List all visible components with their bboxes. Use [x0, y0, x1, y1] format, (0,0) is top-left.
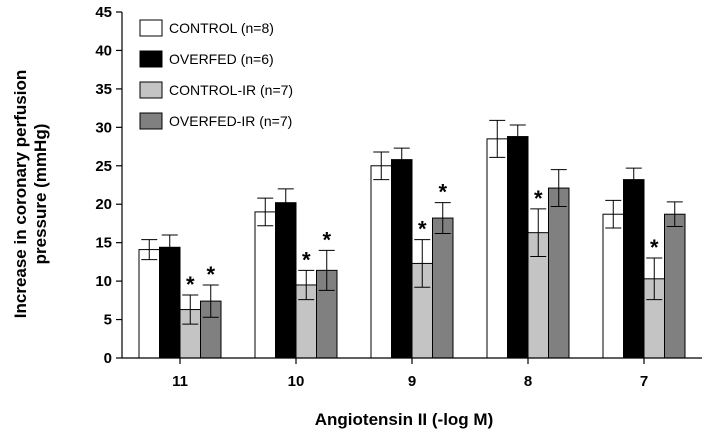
legend-label: OVERFED-IR (n=7)	[169, 113, 292, 129]
significance-marker: *	[302, 247, 311, 272]
bar	[159, 246, 181, 359]
x-tick-label: 11	[172, 373, 188, 390]
legend-swatch	[139, 81, 163, 99]
significance-marker: *	[186, 272, 195, 297]
significance-marker: *	[650, 235, 659, 260]
x-tick-label: 7	[640, 373, 648, 390]
bar	[664, 213, 686, 359]
y-tick-label: 15	[95, 235, 112, 252]
legend-label: CONTROL (n=8)	[169, 20, 274, 36]
y-axis-ticks: 0 5 10 15 20 25 30 35 40 45	[95, 4, 122, 367]
y-axis-title-line: pressure (mmHg)	[31, 124, 50, 265]
bar	[548, 187, 570, 359]
significance-marker: *	[534, 186, 543, 211]
bar	[432, 217, 454, 359]
legend: CONTROL (n=8) OVERFED (n=6) CONTROL-IR (n=…	[139, 19, 293, 130]
significance-marker: *	[418, 217, 427, 242]
y-tick-label: 45	[95, 4, 112, 21]
x-tick-label: 8	[524, 373, 532, 390]
x-tick-label: 9	[408, 373, 416, 390]
bar	[275, 202, 297, 359]
legend-label: CONTROL-IR (n=7)	[169, 82, 293, 98]
bar	[623, 179, 645, 359]
y-tick-label: 30	[95, 119, 112, 136]
bar	[391, 159, 413, 359]
bar	[486, 138, 508, 359]
significance-marker: *	[206, 262, 215, 287]
legend-swatch	[139, 19, 163, 37]
y-tick-label: 20	[95, 196, 112, 213]
bar	[138, 249, 160, 359]
y-tick-label: 40	[95, 42, 112, 59]
y-axis-title: Increase in coronary perfusion pressure (…	[11, 70, 50, 318]
x-tick-label: 10	[288, 373, 305, 390]
bar	[254, 211, 276, 359]
y-tick-label: 25	[95, 158, 112, 175]
legend-swatch	[139, 112, 163, 130]
bar	[370, 165, 392, 359]
y-axis-title-line: Increase in coronary perfusion	[11, 70, 30, 318]
y-tick-label: 35	[95, 81, 112, 98]
legend-label: OVERFED (n=6)	[169, 51, 274, 67]
y-tick-label: 5	[104, 312, 112, 329]
significance-marker: *	[438, 180, 447, 205]
bar	[507, 136, 529, 359]
y-tick-label: 0	[104, 350, 112, 367]
legend-swatch	[139, 50, 163, 68]
x-axis-ticks: 11 10 9 8 7	[172, 358, 648, 390]
x-axis-title: Angiotensin II (-log M)	[315, 410, 493, 429]
significance-marker: *	[322, 227, 331, 252]
bars: * * * * * * * *	[138, 119, 686, 359]
bar	[602, 213, 624, 359]
y-tick-label: 10	[95, 273, 112, 290]
